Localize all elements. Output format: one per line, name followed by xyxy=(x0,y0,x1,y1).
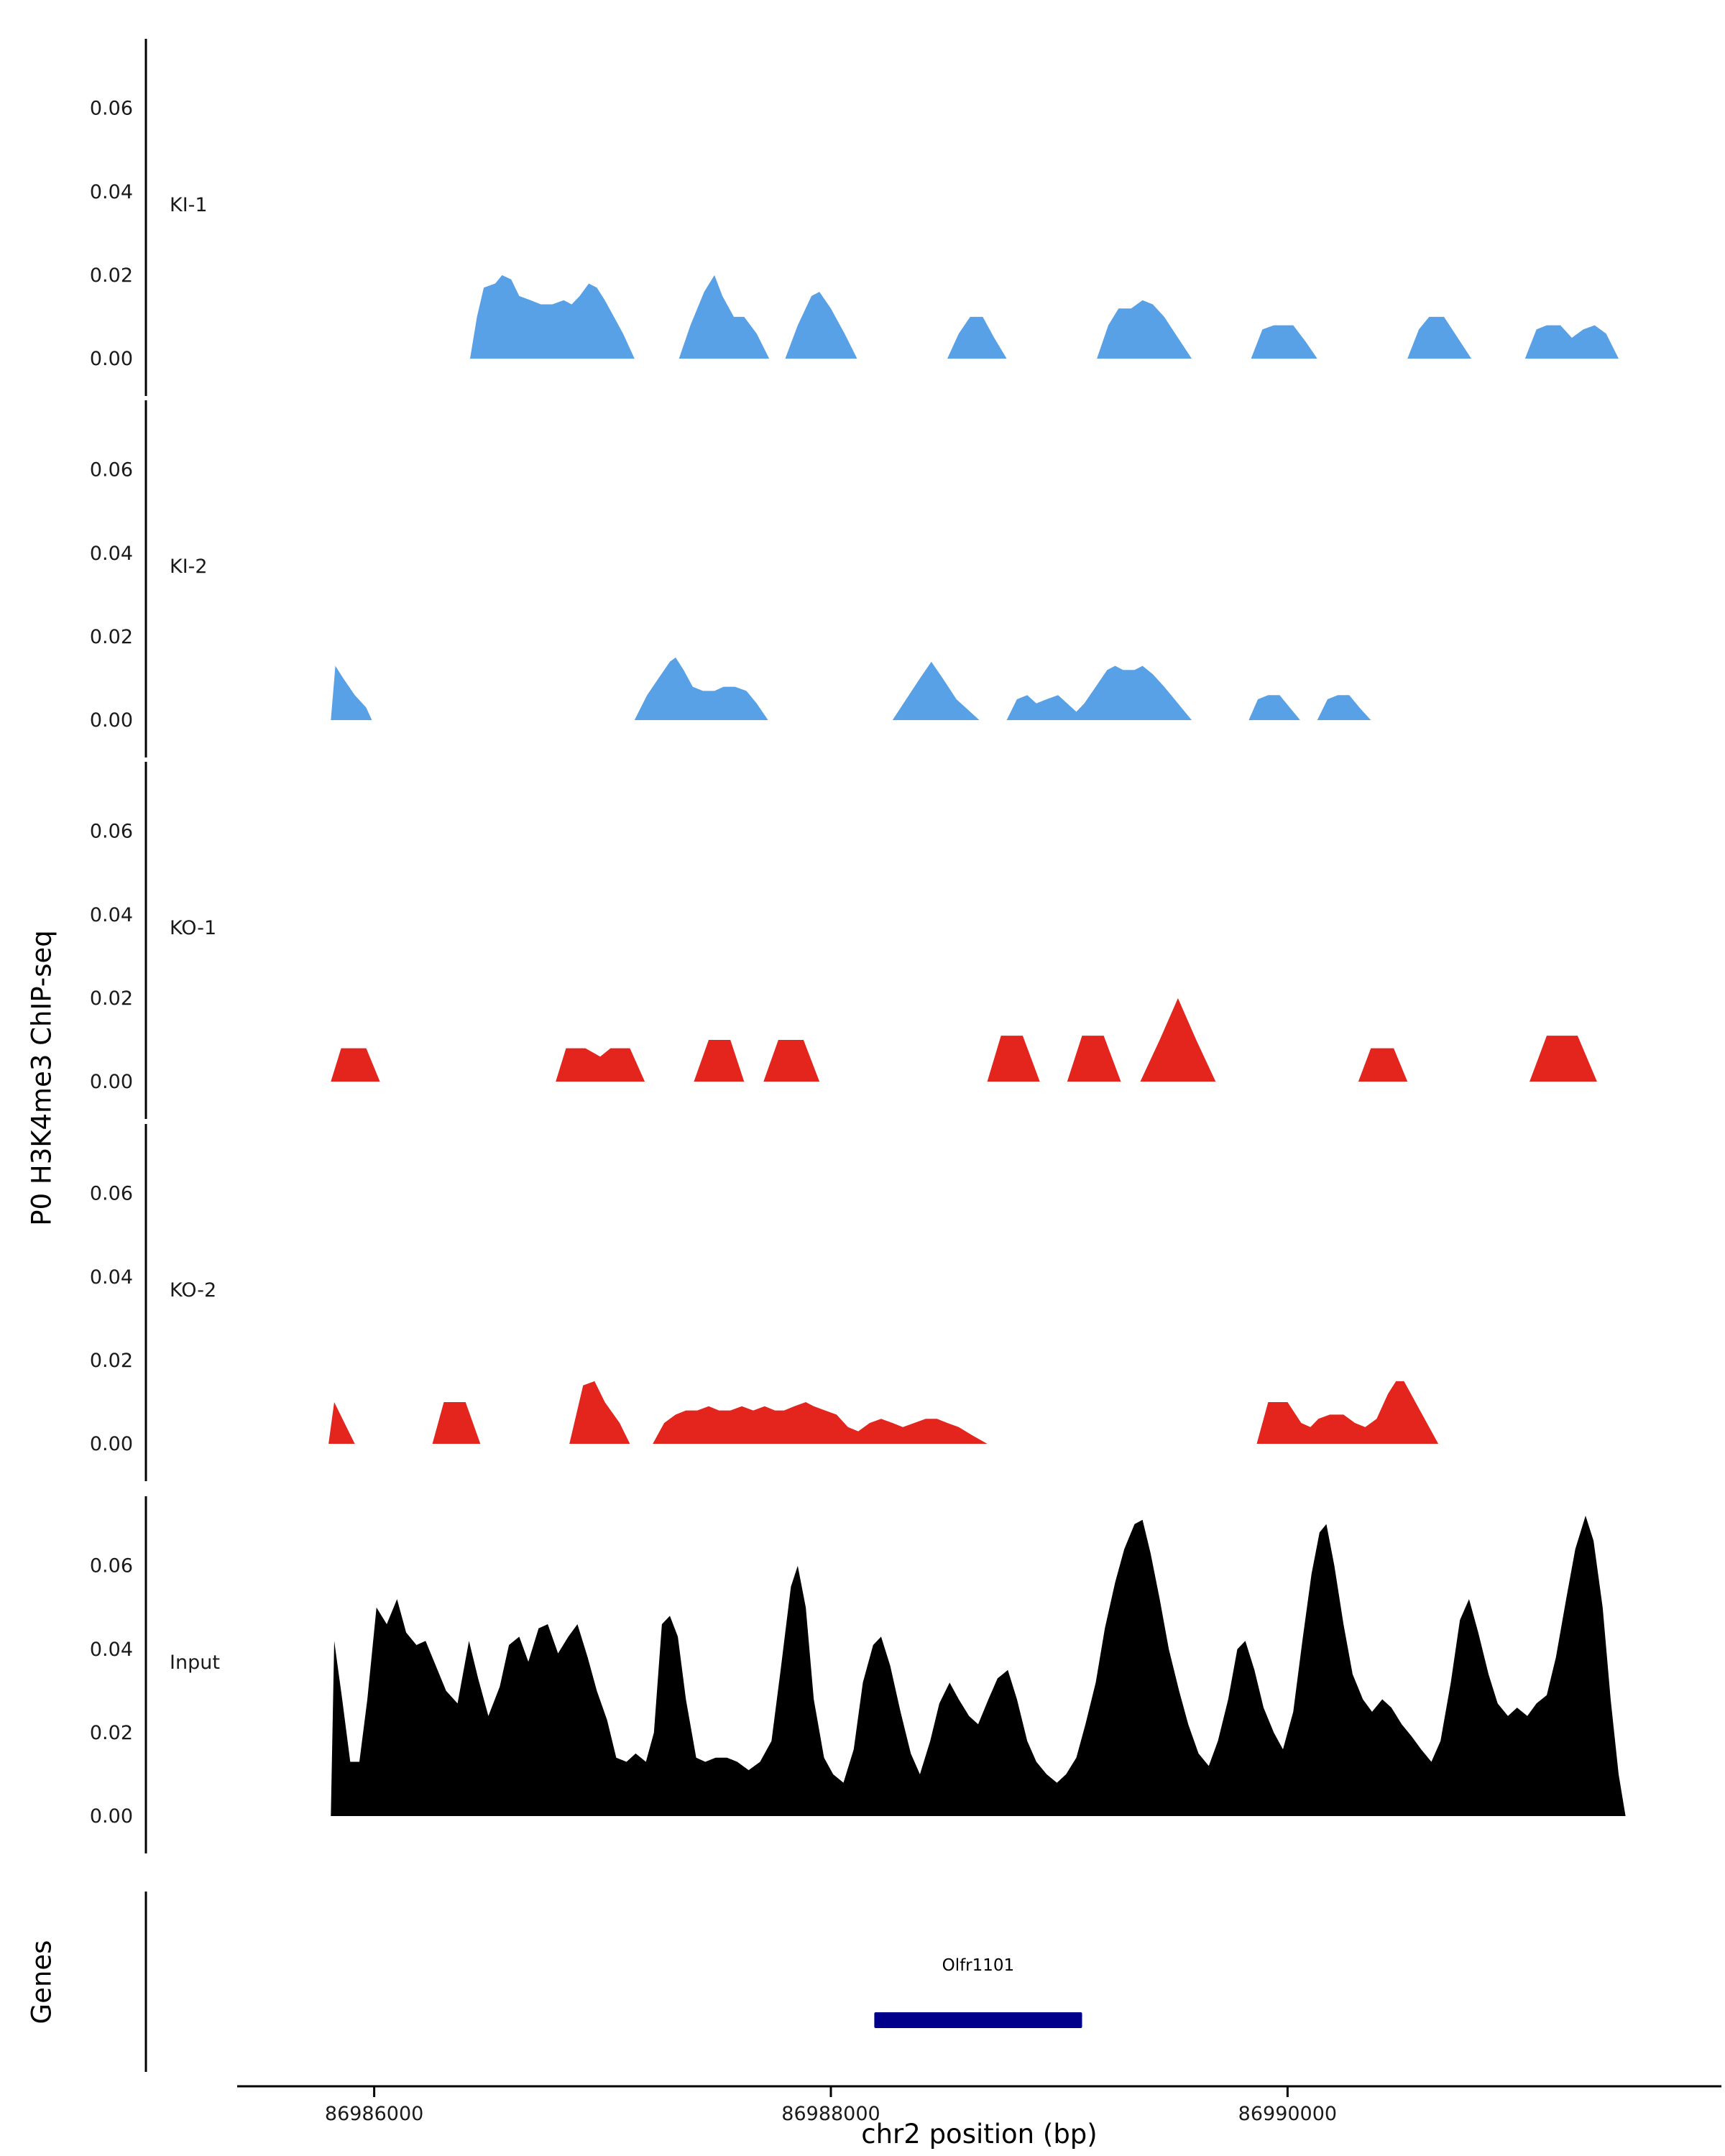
x-tick-label: 86988000 xyxy=(781,2103,880,2125)
y-tick-label: 0.02 xyxy=(90,264,133,287)
track-ki-1: 0.00 0.02 0.04 0.06 KI-1 xyxy=(90,39,1619,396)
signal-area-ko-1 xyxy=(331,998,1597,1082)
gene-body xyxy=(874,2012,1082,2028)
x-tick-label: 86986000 xyxy=(325,2103,423,2125)
signal-area-ki-2 xyxy=(331,657,1371,720)
track-ko-2: 0.00 0.02 0.04 0.06 KO-2 xyxy=(90,1124,1439,1481)
signal-area-input xyxy=(331,1516,1626,1816)
y-tick-label: 0.00 xyxy=(90,348,133,370)
genes-track: Olfr1101 xyxy=(144,1892,1082,2072)
gene-label: Olfr1101 xyxy=(942,1956,1015,1975)
track-label: KO-1 xyxy=(170,917,216,939)
y-tick-label: 0.00 xyxy=(90,709,133,732)
track-label: Input xyxy=(170,1651,220,1674)
track-ki-2: 0.00 0.02 0.04 0.06 KI-2 xyxy=(90,400,1371,757)
y-tick-label: 0.06 xyxy=(90,1555,133,1577)
y-tick-label: 0.04 xyxy=(90,1639,133,1661)
y-tick-label: 0.06 xyxy=(90,98,133,120)
y-axis-title: P0 H3K4me3 ChIP-seq xyxy=(26,930,58,1226)
track-label: KI-2 xyxy=(170,556,208,578)
y-tick-label: 0.00 xyxy=(90,1805,133,1828)
signal-area-ki-1 xyxy=(470,275,1619,359)
y-tick-label: 0.04 xyxy=(90,543,133,565)
track-label: KO-2 xyxy=(170,1279,216,1302)
y-tick-label: 0.06 xyxy=(90,459,133,482)
y-tick-label: 0.04 xyxy=(90,181,133,203)
signal-area-ko-2 xyxy=(328,1381,1439,1444)
y-tick-label: 0.04 xyxy=(90,1266,133,1289)
y-tick-label: 0.02 xyxy=(90,1350,133,1372)
x-tick-label: 86990000 xyxy=(1238,2103,1337,2125)
y-tick-label: 0.00 xyxy=(90,1433,133,1455)
x-axis: 86986000 86988000 86990000 xyxy=(237,2085,1721,2125)
y-tick-label: 0.02 xyxy=(90,626,133,648)
y-tick-label: 0.04 xyxy=(90,904,133,926)
y-tick-label: 0.06 xyxy=(90,1183,133,1205)
y-tick-label: 0.02 xyxy=(90,1722,133,1744)
y-tick-label: 0.06 xyxy=(90,821,133,843)
x-axis-title: chr2 position (bp) xyxy=(861,2119,1098,2150)
y-tick-label: 0.00 xyxy=(90,1071,133,1093)
y-tick-label: 0.02 xyxy=(90,987,133,1010)
genes-axis-title: Genes xyxy=(26,1940,58,2024)
track-label: KI-1 xyxy=(170,194,208,216)
track-ko-1: 0.00 0.02 0.04 0.06 KO-1 xyxy=(90,762,1597,1119)
track-input: 0.00 0.02 0.04 0.06 Input xyxy=(90,1496,1626,1853)
